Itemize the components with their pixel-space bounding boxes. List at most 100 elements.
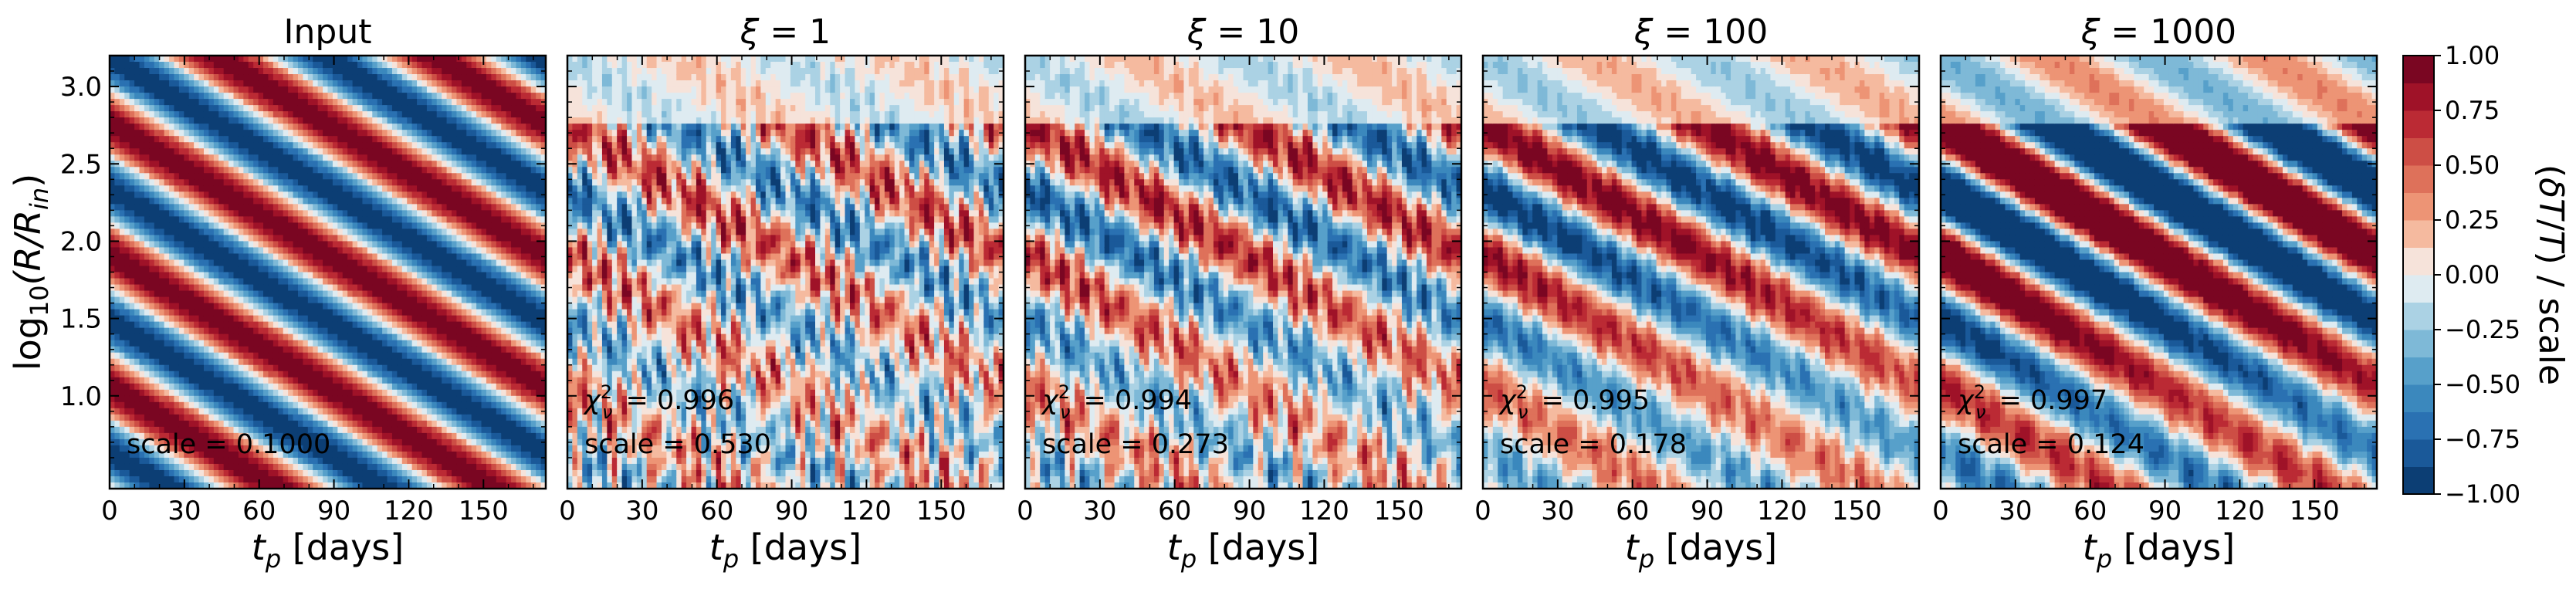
- heatmap-cell: [297, 93, 303, 100]
- heatmap-cell: [401, 222, 408, 229]
- heatmap-cell: [426, 451, 432, 459]
- heatmap-cell: [391, 105, 398, 112]
- heatmap-cell: [154, 327, 160, 335]
- heatmap-cell: [377, 420, 383, 428]
- heatmap-cell: [382, 216, 388, 223]
- heatmap-cell: [411, 358, 418, 366]
- heatmap-cell: [452, 358, 458, 366]
- heatmap-cell: [332, 235, 338, 242]
- heatmap-cell: [411, 290, 418, 298]
- heatmap-cell: [218, 482, 225, 489]
- heatmap-cell: [218, 86, 225, 93]
- heatmap-cell: [352, 414, 358, 421]
- heatmap-cell: [149, 296, 155, 304]
- heatmap-cell: [203, 284, 210, 292]
- heatmap-cell: [119, 93, 125, 100]
- heatmap-cell: [347, 148, 354, 155]
- heatmap-cell: [114, 296, 120, 304]
- heatmap-cell: [194, 408, 200, 415]
- heatmap-cell: [401, 303, 408, 310]
- heatmap-cell: [387, 56, 393, 63]
- heatmap-cell: [352, 80, 358, 87]
- heatmap-cell: [129, 284, 135, 292]
- heatmap-cell: [110, 426, 116, 434]
- heatmap-cell: [426, 117, 432, 124]
- heatmap-cell: [407, 469, 413, 477]
- heatmap-cell: [421, 191, 428, 198]
- heatmap-cell: [313, 185, 319, 192]
- heatmap-cell: [110, 185, 116, 192]
- heatmap-cell: [452, 93, 458, 100]
- heatmap-cell: [164, 371, 170, 378]
- heatmap-cell: [272, 290, 279, 298]
- heatmap-cell: [139, 266, 145, 273]
- heatmap-cell: [417, 74, 423, 81]
- heatmap-cell: [323, 445, 329, 452]
- heatmap-cell: [397, 352, 403, 360]
- heatmap-cell: [198, 173, 205, 180]
- heatmap-cell: [248, 321, 254, 329]
- heatmap-cell: [213, 68, 219, 75]
- heatmap-cell: [337, 80, 344, 87]
- heatmap-cell: [208, 296, 215, 304]
- heatmap-cell: [297, 401, 303, 409]
- heatmap-cell: [367, 272, 373, 279]
- heatmap-cell: [337, 321, 344, 329]
- heatmap-cell: [357, 278, 364, 286]
- heatmap-cell: [456, 469, 462, 477]
- heatmap-cell: [178, 408, 184, 415]
- heatmap-cell: [288, 56, 294, 63]
- heatmap-cell: [164, 395, 170, 403]
- heatmap-cell: [426, 74, 432, 81]
- heatmap-cell: [119, 167, 125, 174]
- heatmap-cell: [223, 278, 229, 286]
- heatmap-cell: [134, 340, 140, 347]
- heatmap-cell: [387, 278, 393, 286]
- heatmap-cell: [382, 179, 388, 186]
- heatmap-cell: [223, 216, 229, 223]
- heatmap-cell: [203, 476, 210, 483]
- heatmap-cell: [332, 333, 338, 341]
- heatmap-cell: [278, 154, 284, 161]
- heatmap-cell: [411, 235, 418, 242]
- heatmap-cell: [436, 327, 442, 335]
- heatmap-cell: [243, 296, 249, 304]
- heatmap-cell: [263, 253, 269, 261]
- heatmap-cell: [327, 167, 333, 174]
- heatmap-cell: [213, 272, 219, 279]
- heatmap-cell: [417, 142, 423, 149]
- heatmap-cell: [233, 117, 239, 124]
- heatmap-cell: [446, 210, 452, 217]
- heatmap-cell: [238, 346, 244, 354]
- heatmap-cell: [243, 198, 249, 205]
- heatmap-cell: [139, 469, 145, 477]
- heatmap-cell: [401, 408, 408, 415]
- heatmap-cell: [119, 198, 125, 205]
- heatmap-cell: [307, 130, 313, 137]
- heatmap-cell: [421, 167, 428, 174]
- heatmap-cell: [426, 130, 432, 137]
- heatmap-cell: [307, 476, 313, 483]
- heatmap-cell: [452, 185, 458, 192]
- heatmap-cell: [248, 124, 254, 130]
- heatmap-cell: [446, 315, 452, 323]
- heatmap-cell: [184, 191, 190, 198]
- heatmap-cell: [178, 185, 184, 192]
- heatmap-cell: [248, 99, 254, 106]
- heatmap-cell: [169, 389, 175, 397]
- heatmap-cell: [154, 130, 160, 137]
- heatmap-cell: [194, 105, 200, 112]
- heatmap-cell: [149, 62, 155, 69]
- heatmap-cell: [238, 93, 244, 100]
- heatmap-cell: [452, 457, 458, 465]
- heatmap-cell: [303, 296, 309, 304]
- heatmap-cell: [164, 352, 170, 360]
- heatmap-cell: [347, 321, 354, 329]
- heatmap-cell: [114, 111, 120, 118]
- heatmap-cell: [288, 259, 294, 267]
- heatmap-cell: [164, 105, 170, 112]
- heatmap-cell: [352, 408, 358, 415]
- heatmap-cell: [238, 111, 244, 118]
- heatmap-cell: [218, 389, 225, 397]
- heatmap-cell: [352, 358, 358, 366]
